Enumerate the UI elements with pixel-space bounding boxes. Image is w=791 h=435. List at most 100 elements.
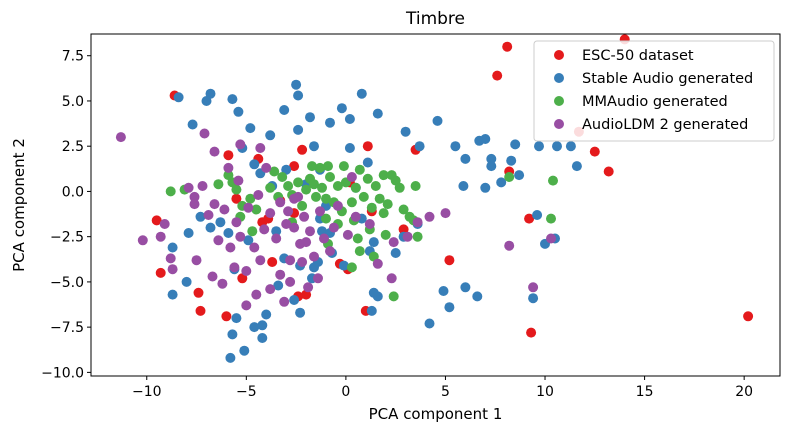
- data-point-series-4: [191, 255, 202, 266]
- data-point-series-4: [197, 181, 208, 191]
- data-point-series-4: [293, 191, 304, 202]
- data-point-series-3: [325, 172, 335, 182]
- data-point-series-4: [297, 257, 308, 267]
- data-point-series-2: [239, 345, 250, 356]
- data-point-series-3: [338, 161, 349, 172]
- data-point-series-2: [336, 103, 347, 114]
- data-point-series-4: [546, 233, 556, 244]
- points-layer: [115, 34, 754, 363]
- data-point-series-4: [253, 190, 264, 200]
- data-point-series-2: [472, 291, 483, 302]
- data-point-series-2: [444, 302, 455, 313]
- data-point-series-2: [458, 181, 469, 191]
- data-point-series-3: [398, 204, 409, 215]
- data-point-series-4: [285, 255, 296, 266]
- data-point-series-2: [227, 94, 238, 105]
- data-point-series-3: [323, 161, 333, 172]
- data-point-series-1: [155, 267, 166, 278]
- data-point-series-4: [115, 132, 126, 143]
- data-point-series-2: [261, 309, 272, 320]
- data-point-series-4: [255, 143, 266, 153]
- data-point-series-3: [317, 182, 327, 193]
- legend-marker: [554, 96, 564, 106]
- data-point-series-1: [237, 273, 248, 284]
- data-point-series-3: [277, 172, 288, 182]
- data-point-series-1: [193, 287, 204, 298]
- data-point-series-4: [159, 219, 170, 229]
- data-point-series-2: [309, 141, 319, 152]
- data-point-series-1: [492, 70, 503, 81]
- data-point-series-4: [332, 200, 343, 211]
- data-point-series-2: [227, 329, 238, 340]
- data-point-series-4: [528, 282, 539, 293]
- data-point-series-2: [344, 143, 355, 153]
- data-point-series-4: [235, 231, 246, 242]
- data-point-series-3: [223, 170, 234, 181]
- data-point-series-2: [167, 289, 178, 300]
- data-point-series-2: [534, 141, 544, 152]
- data-point-series-4: [328, 222, 339, 233]
- data-point-series-4: [207, 271, 218, 282]
- data-point-series-1: [444, 255, 455, 266]
- data-point-series-4: [213, 235, 224, 246]
- data-point-series-1: [526, 327, 537, 338]
- data-point-series-4: [315, 206, 325, 217]
- data-point-series-1: [231, 193, 242, 204]
- data-point-series-4: [235, 139, 246, 150]
- data-point-series-4: [265, 208, 276, 219]
- data-point-series-2: [460, 153, 471, 164]
- data-point-series-4: [275, 269, 286, 280]
- y-tick-label: 2.5: [62, 139, 84, 155]
- data-point-series-3: [354, 246, 365, 257]
- data-point-series-4: [303, 282, 314, 293]
- legend-marker: [554, 50, 564, 60]
- data-point-series-2: [167, 242, 178, 253]
- data-point-series-2: [372, 291, 383, 302]
- data-point-series-3: [378, 170, 389, 181]
- data-point-series-3: [251, 204, 262, 215]
- data-point-series-2: [532, 210, 543, 220]
- data-point-series-4: [386, 273, 397, 284]
- data-point-series-2: [486, 161, 497, 172]
- data-point-series-4: [265, 284, 276, 295]
- data-point-series-4: [209, 199, 220, 210]
- data-point-series-2: [257, 333, 268, 343]
- data-point-series-4: [219, 204, 230, 215]
- data-point-series-3: [358, 191, 369, 202]
- data-point-series-2: [231, 313, 242, 324]
- data-point-series-4: [350, 211, 361, 222]
- data-point-series-3: [382, 199, 393, 210]
- data-point-series-2: [289, 295, 300, 305]
- y-axis-title: PCA component 2: [10, 138, 28, 272]
- data-point-series-2: [305, 112, 315, 123]
- data-point-series-2: [173, 92, 184, 103]
- data-point-series-1: [398, 224, 409, 235]
- y-tick-label: 7.5: [62, 49, 84, 65]
- data-point-series-2: [249, 322, 260, 333]
- data-point-series-1: [362, 141, 373, 152]
- x-tick-label: 10: [536, 384, 554, 400]
- data-point-series-3: [321, 193, 331, 204]
- data-point-series-2: [356, 88, 367, 99]
- data-point-series-3: [315, 162, 325, 173]
- chart-title: Timbre: [405, 9, 465, 29]
- data-point-series-1: [297, 144, 308, 155]
- data-point-series-1: [603, 166, 614, 177]
- data-point-series-4: [225, 242, 236, 253]
- data-point-series-2: [273, 280, 284, 291]
- y-tick-label: −10.0: [41, 365, 84, 381]
- data-point-series-4: [261, 162, 272, 173]
- x-tick-label: 20: [735, 384, 753, 400]
- data-point-series-3: [546, 213, 556, 224]
- data-point-series-2: [181, 276, 192, 287]
- data-point-series-2: [215, 217, 226, 228]
- data-point-series-2: [309, 262, 319, 273]
- data-point-series-3: [370, 181, 381, 191]
- data-point-series-4: [231, 217, 242, 228]
- x-tick-label: 0: [341, 384, 350, 400]
- data-point-series-4: [255, 255, 266, 266]
- data-point-series-2: [293, 90, 304, 101]
- data-point-series-3: [301, 184, 312, 195]
- y-tick-label: 5.0: [62, 94, 84, 110]
